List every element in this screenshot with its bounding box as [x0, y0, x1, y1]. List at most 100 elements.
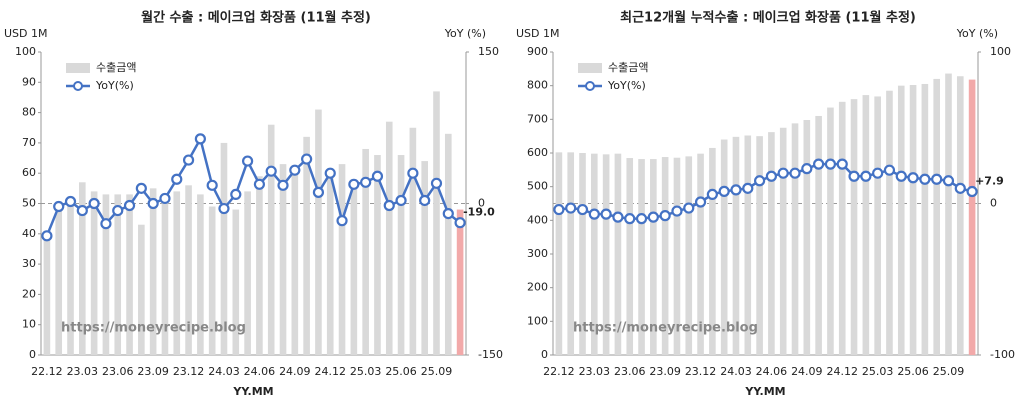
y-tick-label: 10	[22, 318, 36, 331]
x-tick-label: 24.06	[244, 365, 276, 378]
legend-label: YoY(%)	[607, 79, 646, 92]
line-marker	[612, 211, 624, 223]
bar	[685, 156, 693, 355]
bar	[326, 173, 334, 355]
line-marker	[277, 179, 289, 191]
y2-tick-label: -150	[478, 348, 503, 361]
line-marker	[419, 194, 431, 207]
bar	[149, 188, 157, 355]
bar	[90, 191, 98, 355]
line-marker	[824, 158, 837, 170]
x-tick-label: 25.09	[933, 365, 965, 378]
line-marker	[883, 164, 896, 176]
line-marker	[454, 217, 466, 229]
x-tick-label: 25.06	[385, 365, 417, 378]
line-marker	[553, 203, 565, 216]
y-tick-label: 60	[22, 166, 36, 179]
line-marker	[635, 213, 648, 225]
x-axis-label: YY.MM	[232, 385, 273, 398]
bar	[709, 147, 716, 355]
line-marker	[860, 170, 872, 182]
x-tick-label: 23.09	[649, 365, 681, 378]
x-tick-label: 23.06	[614, 365, 646, 378]
line-marker	[753, 175, 766, 187]
line-marker	[836, 158, 848, 170]
bar	[602, 154, 610, 355]
line-marker	[942, 175, 955, 187]
bar	[945, 73, 952, 356]
data-label: +7.9	[975, 175, 1004, 188]
bar	[827, 107, 834, 355]
bar	[421, 161, 428, 355]
bar	[409, 127, 417, 355]
bar	[720, 139, 728, 355]
y2-tick-label: 0	[990, 197, 997, 210]
y2-tick-label: 150	[478, 45, 499, 58]
watermark: https://moneyrecipe.blog	[61, 321, 246, 336]
bar	[350, 188, 358, 355]
bar	[886, 90, 893, 355]
line-marker	[265, 165, 277, 177]
line-marker	[683, 202, 695, 214]
line-marker	[171, 173, 183, 185]
bar	[55, 209, 63, 355]
bar	[114, 194, 122, 355]
line-marker	[312, 186, 325, 198]
bar	[673, 157, 681, 355]
x-tick-label: 24.06	[756, 365, 788, 378]
bar	[208, 206, 216, 355]
y-tick-label: 100	[527, 314, 548, 327]
bar	[197, 194, 204, 355]
x-tick-label: 22.12	[31, 365, 63, 378]
line-marker	[159, 192, 171, 205]
y-tick-label: 50	[22, 197, 36, 210]
y2-axis-label: YoY (%)	[956, 27, 998, 40]
line-marker	[371, 170, 384, 182]
bar	[161, 197, 169, 355]
x-tick-label: 25.03	[350, 365, 382, 378]
bar	[803, 120, 811, 355]
legend-label: 수출금액	[96, 61, 136, 74]
y-tick-label: 100	[15, 45, 36, 58]
y-tick-label: 400	[527, 213, 548, 226]
y-tick-label: 80	[22, 106, 36, 119]
line-marker	[324, 167, 336, 179]
y-tick-label: 70	[22, 136, 36, 149]
bar	[862, 95, 870, 356]
bar	[102, 194, 110, 355]
y2-tick-label: 0	[478, 197, 485, 210]
y-tick-label: 0	[29, 348, 36, 361]
line-marker	[336, 215, 348, 227]
line-marker	[671, 205, 683, 217]
y-axis-label: USD 1M	[516, 27, 560, 40]
bar	[138, 224, 145, 355]
bar	[374, 155, 381, 355]
line-marker	[182, 154, 195, 166]
x-tick-label: 23.12	[173, 365, 205, 378]
bar	[244, 191, 251, 355]
line-marker	[954, 182, 966, 194]
line-marker	[730, 184, 742, 196]
legend-swatch	[578, 63, 602, 73]
x-tick-label: 22.12	[543, 365, 575, 378]
y-tick-label: 0	[541, 348, 548, 361]
bar	[256, 176, 263, 355]
bar	[279, 164, 287, 355]
bar	[744, 135, 752, 355]
bar	[921, 83, 929, 355]
bar	[614, 153, 622, 355]
line-marker	[872, 167, 884, 179]
x-tick-label: 23.03	[579, 365, 611, 378]
y-tick-label: 200	[527, 281, 548, 294]
bar	[732, 136, 740, 355]
line-marker	[112, 204, 124, 217]
y-tick-label: 300	[527, 247, 548, 260]
y2-tick-label: 100	[990, 45, 1011, 58]
line-marker	[694, 196, 707, 208]
y-tick-label: 700	[527, 112, 548, 125]
line-marker	[919, 173, 931, 185]
line-marker	[383, 199, 395, 212]
line-marker	[430, 177, 443, 189]
legend-swatch	[585, 81, 595, 91]
bar	[697, 153, 704, 355]
